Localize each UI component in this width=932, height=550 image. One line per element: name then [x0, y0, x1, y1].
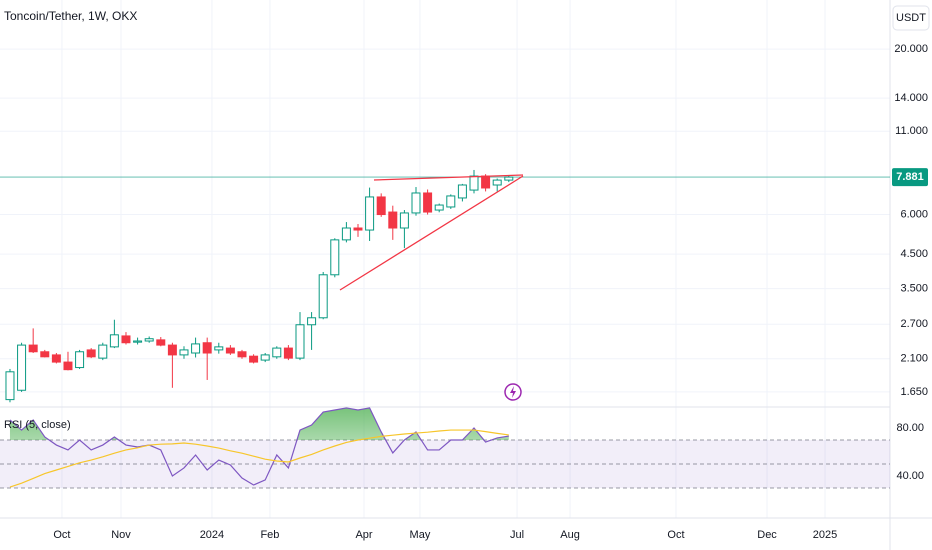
- candle-body: [28, 344, 38, 353]
- candle-body: [144, 338, 154, 342]
- candle-body: [295, 324, 305, 359]
- candle-body: [318, 274, 328, 319]
- x-tick-label: Jul: [510, 529, 524, 541]
- candle-body: [376, 196, 386, 216]
- candle-body: [423, 192, 433, 213]
- candle-body: [504, 176, 514, 181]
- x-tick-label: Nov: [111, 529, 131, 541]
- y-tick-label: 1.650: [900, 386, 928, 398]
- candle-body: [40, 351, 50, 358]
- candle-body: [179, 349, 189, 356]
- grid: [0, 0, 890, 518]
- x-tick-label: Dec: [757, 529, 777, 541]
- candle-body: [283, 347, 293, 359]
- currency-label: USDT: [896, 12, 926, 24]
- x-tick-label: 2024: [200, 529, 224, 541]
- trend-line: [339, 175, 524, 291]
- axes: Oct Nov 2024 Feb Apr May Jul Aug Oct Dec 2025 20.00…: [53, 43, 928, 541]
- candle-body: [133, 340, 143, 343]
- candle-body: [457, 184, 467, 199]
- x-tick-label: May: [410, 529, 431, 541]
- x-tick-label: Oct: [53, 529, 70, 541]
- candle-body: [63, 361, 73, 371]
- price-pane: [0, 169, 890, 403]
- rsi-tick-label: 80.00: [896, 422, 924, 434]
- y-tick-label: 2.100: [900, 353, 928, 365]
- rsi-line: [9, 407, 509, 486]
- y-tick-label: 3.500: [900, 283, 928, 295]
- candle-body: [307, 317, 317, 326]
- candle-body: [86, 349, 96, 358]
- rsi-pane: [0, 407, 890, 489]
- candle-body: [156, 339, 166, 346]
- candle-body: [191, 343, 201, 354]
- candle-body: [75, 351, 85, 369]
- candle-body: [388, 211, 398, 229]
- candle-body: [272, 347, 282, 358]
- rsi-tick-label: 40.00: [896, 470, 924, 482]
- last-price-box: [892, 168, 928, 187]
- y-tick-label: 2.700: [900, 318, 928, 330]
- candle-body: [17, 344, 27, 391]
- y-tick-label: 14.000: [894, 92, 928, 104]
- candle-body: [365, 196, 375, 231]
- x-tick-label: Feb: [260, 529, 279, 541]
- candle-body: [109, 334, 119, 348]
- candle-body: [5, 371, 15, 401]
- candle-body: [446, 195, 456, 208]
- chart-title: Toncoin/Tether, 1W, OKX: [4, 9, 137, 23]
- candle-body: [260, 354, 270, 361]
- candle-body: [98, 344, 108, 359]
- candle-body: [399, 212, 409, 229]
- candle-body: [411, 192, 421, 214]
- candle-body: [237, 351, 247, 358]
- alert-icon[interactable]: [504, 383, 522, 401]
- trend-line: [373, 174, 524, 181]
- candle-body: [330, 239, 340, 276]
- x-tick-label: 2025: [813, 529, 837, 541]
- candle-body: [469, 175, 479, 191]
- rsi-line: [9, 429, 509, 488]
- y-tick-label: 20.000: [894, 43, 928, 55]
- x-tick-label: Oct: [667, 529, 684, 541]
- last-price-label: 7.881: [896, 171, 924, 183]
- rsi-title: RSI (5, close): [4, 419, 71, 431]
- x-tick-label: Apr: [355, 529, 372, 541]
- candle-body: [51, 354, 61, 363]
- candle-body: [481, 175, 491, 189]
- x-tick-label: Aug: [560, 529, 580, 541]
- candle-body: [492, 179, 502, 186]
- candle-body: [121, 335, 131, 344]
- candle-body: [249, 355, 259, 363]
- candle-body: [202, 342, 212, 354]
- candle-body: [167, 344, 177, 356]
- candle-body: [214, 346, 224, 351]
- y-tick-label: 6.000: [900, 208, 928, 220]
- candle-body: [225, 347, 235, 354]
- currency-button[interactable]: [892, 5, 930, 31]
- y-tick-label: 11.000: [895, 125, 928, 137]
- y-tick-label: 4.500: [900, 248, 928, 260]
- candle-body: [341, 227, 351, 241]
- candle-body: [434, 204, 444, 211]
- candle-body: [353, 227, 363, 231]
